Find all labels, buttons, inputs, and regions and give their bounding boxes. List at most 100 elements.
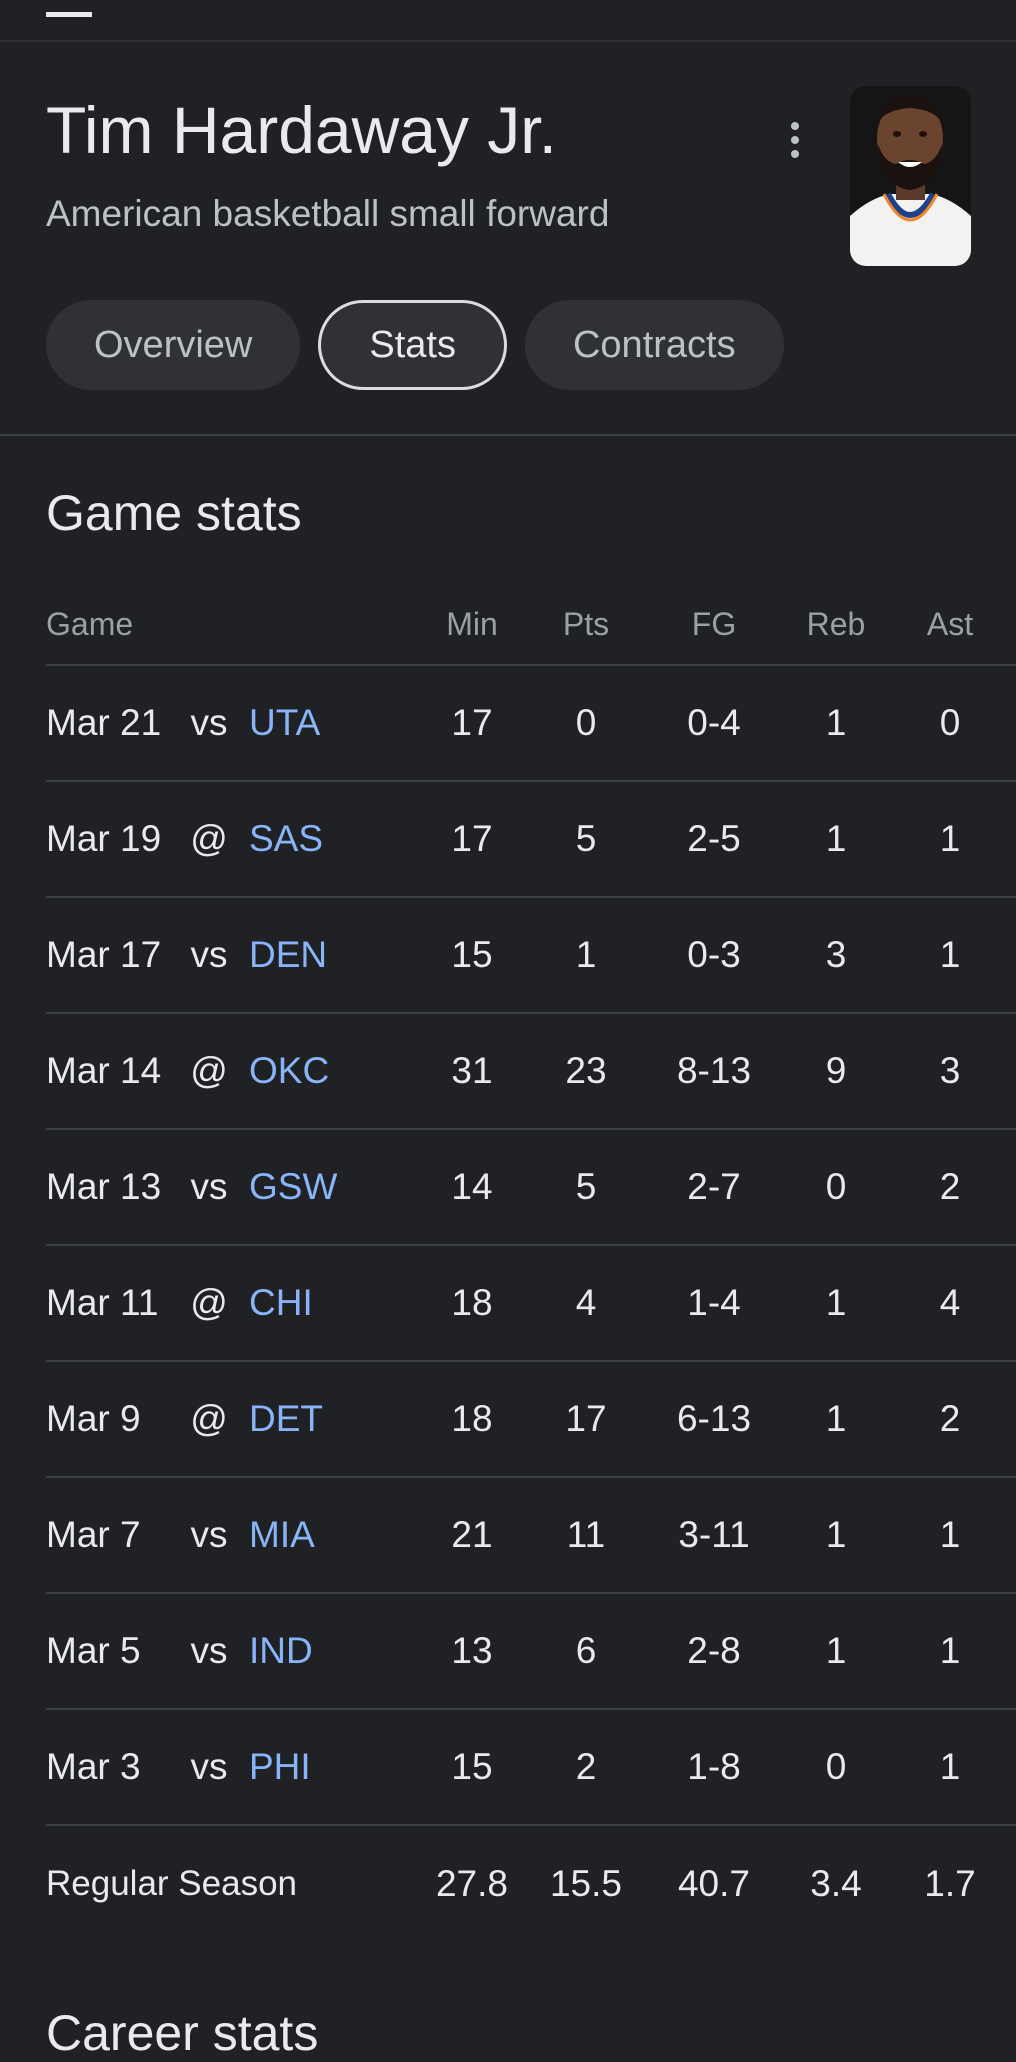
home-away: vs xyxy=(190,702,228,743)
stat-min: 14 xyxy=(451,1166,493,1207)
more-vert-icon[interactable] xyxy=(775,112,815,168)
stat-reb: 3 xyxy=(825,934,847,975)
table-row[interactable]: Mar 17 vs DEN 15 1 0-3 3 1 xyxy=(46,898,1016,1014)
game-stats-header: Game Min Pts FG Reb Ast xyxy=(46,584,1016,666)
stat-ast: 1 xyxy=(939,818,961,859)
stat-ast: 1 xyxy=(939,1514,961,1555)
stat-ast: 1 xyxy=(939,934,961,975)
stat-min: 17 xyxy=(451,702,493,743)
stat-reb: 1 xyxy=(825,1282,847,1323)
stat-min: 13 xyxy=(451,1630,493,1671)
stat-ast: 1 xyxy=(939,1630,961,1671)
home-away: @ xyxy=(190,818,228,859)
game-date: Mar 9 xyxy=(46,1398,141,1439)
stat-fg: 2-7 xyxy=(687,1166,741,1207)
stat-reb: 0 xyxy=(825,1746,847,1787)
opponent-link[interactable]: OKC xyxy=(249,1050,330,1091)
season-label: Regular Season xyxy=(46,1864,297,1903)
stat-fg: 1-4 xyxy=(687,1282,741,1323)
stat-pts: 1 xyxy=(575,934,597,975)
stat-pts: 6 xyxy=(575,1630,597,1671)
tab-bar: Overview Stats Contracts xyxy=(46,300,784,390)
stat-ast: 3 xyxy=(939,1050,961,1091)
player-photo[interactable] xyxy=(850,86,971,266)
table-row[interactable]: Mar 9 @ DET 18 17 6-13 1 2 xyxy=(46,1362,1016,1478)
header-game: Game xyxy=(46,605,134,642)
player-header xyxy=(0,42,1016,436)
table-row[interactable]: Mar 13 vs GSW 14 5 2-7 0 2 xyxy=(46,1130,1016,1246)
season-min: 27.8 xyxy=(435,1863,508,1904)
stat-ast: 1 xyxy=(939,1746,961,1787)
stat-reb: 1 xyxy=(825,1398,847,1439)
home-away: vs xyxy=(190,1630,228,1671)
top-bar xyxy=(0,0,1016,42)
game-date: Mar 13 xyxy=(46,1166,162,1207)
stat-fg: 8-13 xyxy=(676,1050,752,1091)
stat-reb: 1 xyxy=(825,818,847,859)
home-away: vs xyxy=(190,934,228,975)
stat-ast: 2 xyxy=(939,1398,961,1439)
stat-pts: 4 xyxy=(575,1282,597,1323)
opponent-link[interactable]: MIA xyxy=(249,1514,315,1555)
table-row[interactable]: Mar 11 @ CHI 18 4 1-4 1 4 xyxy=(46,1246,1016,1362)
header-ast: Ast xyxy=(926,605,974,642)
game-stats-table: Mar 21 vs UTA 17 0 0-4 1 0 Mar 19 @ SAS … xyxy=(46,666,1016,1942)
season-ast: 1.7 xyxy=(924,1863,976,1904)
stat-reb: 0 xyxy=(825,1166,847,1207)
stat-ast: 2 xyxy=(939,1166,961,1207)
player-description: American basketball small forward xyxy=(46,193,610,234)
header-fg: FG xyxy=(691,605,737,642)
game-date: Mar 3 xyxy=(46,1746,141,1787)
opponent-link[interactable]: CHI xyxy=(249,1282,313,1323)
stat-pts: 2 xyxy=(575,1746,597,1787)
table-row[interactable]: Mar 5 vs IND 13 6 2-8 1 1 xyxy=(46,1594,1016,1710)
stat-pts: 11 xyxy=(566,1514,606,1555)
table-row[interactable]: Mar 21 vs UTA 17 0 0-4 1 0 xyxy=(46,666,1016,782)
table-row[interactable]: Mar 7 vs MIA 21 11 3-11 1 1 xyxy=(46,1478,1016,1594)
header-pts: Pts xyxy=(562,605,610,642)
game-date: Mar 17 xyxy=(46,934,162,975)
drag-handle-icon xyxy=(46,12,92,17)
table-row[interactable]: Mar 3 vs PHI 15 2 1-8 0 1 xyxy=(46,1710,1016,1826)
opponent-link[interactable]: DEN xyxy=(249,934,328,975)
game-date: Mar 14 xyxy=(46,1050,162,1091)
stat-reb: 1 xyxy=(825,1630,847,1671)
header-reb: Reb xyxy=(806,605,866,642)
stat-pts: 5 xyxy=(575,818,597,859)
home-away: vs xyxy=(190,1746,228,1787)
opponent-link[interactable]: GSW xyxy=(249,1166,338,1207)
stat-ast: 4 xyxy=(939,1282,961,1323)
career-stats-title: Career stats xyxy=(46,2005,319,2061)
game-date: Mar 7 xyxy=(46,1514,141,1555)
home-away: vs xyxy=(190,1514,228,1555)
tab-stats[interactable]: Stats xyxy=(318,300,507,390)
stat-pts: 23 xyxy=(565,1050,607,1091)
stat-fg: 0-4 xyxy=(687,702,741,743)
table-row[interactable]: Mar 19 @ SAS 17 5 2-5 1 1 xyxy=(46,782,1016,898)
stat-fg: 0-3 xyxy=(687,934,741,975)
table-row[interactable]: Mar 14 @ OKC 31 23 8-13 9 3 xyxy=(46,1014,1016,1130)
home-away: @ xyxy=(190,1282,228,1323)
stat-fg: 1-8 xyxy=(687,1746,741,1787)
stat-reb: 1 xyxy=(825,702,847,743)
game-stats-title: Game stats xyxy=(46,485,302,541)
opponent-link[interactable]: IND xyxy=(249,1630,313,1671)
tab-contracts[interactable]: Contracts xyxy=(524,300,784,390)
season-fg: 40.7 xyxy=(677,1863,750,1904)
player-name: Tim Hardaway Jr. xyxy=(46,93,557,167)
stat-fg: 2-8 xyxy=(687,1630,741,1671)
opponent-link[interactable]: DET xyxy=(249,1398,323,1439)
season-pts: 15.5 xyxy=(549,1863,622,1904)
opponent-link[interactable]: PHI xyxy=(249,1746,311,1787)
home-away: @ xyxy=(190,1398,228,1439)
opponent-link[interactable]: SAS xyxy=(249,818,324,859)
opponent-link[interactable]: UTA xyxy=(249,702,321,743)
stat-reb: 1 xyxy=(825,1514,847,1555)
stat-ast: 0 xyxy=(939,702,961,743)
stat-min: 18 xyxy=(451,1398,493,1439)
header-min: Min xyxy=(446,605,498,642)
tab-overview[interactable]: Overview xyxy=(46,300,301,390)
game-date: Mar 11 xyxy=(46,1282,159,1323)
season-reb: 3.4 xyxy=(810,1863,862,1904)
stat-pts: 17 xyxy=(565,1398,607,1439)
